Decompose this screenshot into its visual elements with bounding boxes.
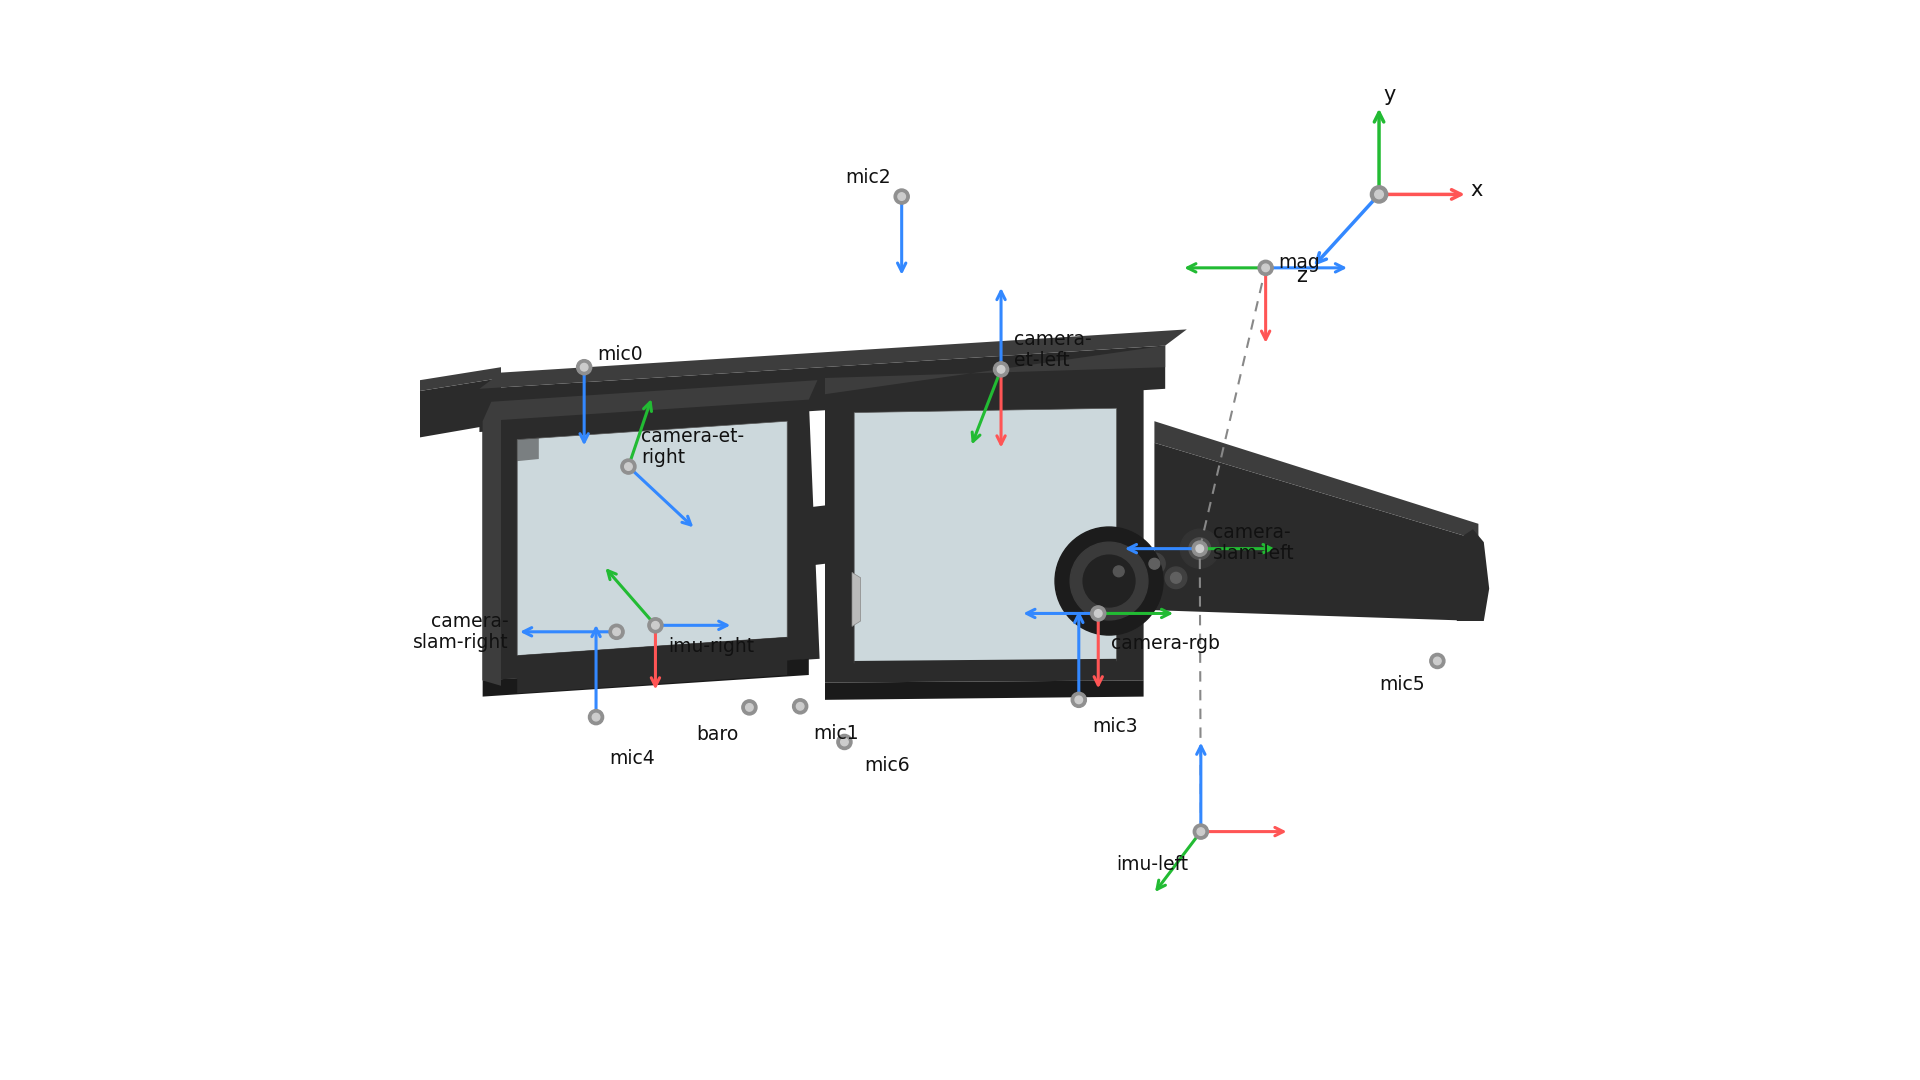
- Circle shape: [1261, 265, 1269, 271]
- Text: camera-et-
right: camera-et- right: [641, 428, 745, 467]
- Polygon shape: [516, 637, 787, 693]
- Text: mic4: mic4: [609, 748, 655, 768]
- Text: mic3: mic3: [1092, 717, 1137, 737]
- Circle shape: [1075, 697, 1083, 704]
- Circle shape: [1192, 541, 1208, 556]
- Polygon shape: [826, 680, 1144, 700]
- Text: baro: baro: [697, 725, 739, 744]
- Circle shape: [647, 618, 662, 633]
- Circle shape: [1434, 657, 1442, 664]
- Polygon shape: [1154, 443, 1478, 621]
- Circle shape: [1056, 527, 1164, 635]
- Circle shape: [1148, 558, 1160, 569]
- Circle shape: [1258, 260, 1273, 275]
- Polygon shape: [852, 572, 860, 626]
- Polygon shape: [826, 346, 1165, 394]
- Polygon shape: [806, 505, 826, 566]
- Polygon shape: [482, 400, 820, 680]
- Circle shape: [1071, 692, 1087, 707]
- Text: mic5: mic5: [1379, 675, 1425, 694]
- Circle shape: [1181, 529, 1219, 568]
- Text: camera-
slam-right: camera- slam-right: [413, 612, 509, 651]
- Polygon shape: [854, 659, 1117, 680]
- Text: z: z: [1296, 267, 1308, 286]
- Circle shape: [1192, 824, 1208, 839]
- Circle shape: [745, 704, 753, 711]
- Circle shape: [612, 629, 620, 635]
- Circle shape: [741, 700, 756, 715]
- Circle shape: [1196, 544, 1204, 553]
- Polygon shape: [516, 437, 540, 461]
- Circle shape: [1069, 542, 1148, 620]
- Circle shape: [841, 739, 849, 745]
- Circle shape: [895, 189, 910, 204]
- Circle shape: [1083, 555, 1135, 607]
- Circle shape: [591, 714, 599, 721]
- Text: camera-
et-left: camera- et-left: [1014, 330, 1092, 369]
- Polygon shape: [482, 659, 808, 697]
- Text: mag: mag: [1279, 253, 1321, 272]
- Circle shape: [1371, 186, 1388, 203]
- Circle shape: [996, 365, 1004, 373]
- Circle shape: [609, 624, 624, 639]
- Text: x: x: [1471, 180, 1482, 200]
- Circle shape: [1091, 606, 1106, 621]
- Circle shape: [1430, 653, 1446, 669]
- Circle shape: [1188, 538, 1210, 559]
- Circle shape: [576, 360, 591, 375]
- Circle shape: [651, 621, 659, 629]
- Polygon shape: [480, 346, 1165, 432]
- Circle shape: [1114, 566, 1125, 577]
- Circle shape: [580, 363, 588, 372]
- Circle shape: [588, 710, 603, 725]
- Text: imu-left: imu-left: [1116, 854, 1188, 874]
- Text: camera-rgb: camera-rgb: [1112, 634, 1219, 653]
- Circle shape: [624, 463, 632, 471]
- Polygon shape: [826, 389, 1144, 683]
- Circle shape: [993, 362, 1008, 377]
- Polygon shape: [516, 421, 787, 656]
- Circle shape: [793, 699, 808, 714]
- Polygon shape: [482, 400, 808, 680]
- Polygon shape: [1154, 421, 1478, 540]
- Text: camera-
slam-left: camera- slam-left: [1213, 524, 1294, 563]
- Polygon shape: [420, 367, 501, 391]
- Circle shape: [1375, 190, 1382, 199]
- Polygon shape: [1457, 529, 1490, 621]
- Text: mic0: mic0: [597, 345, 643, 364]
- Circle shape: [837, 734, 852, 750]
- Circle shape: [1144, 553, 1165, 575]
- Text: mic6: mic6: [864, 756, 910, 775]
- Polygon shape: [420, 378, 501, 437]
- Circle shape: [1094, 609, 1102, 617]
- Text: imu-right: imu-right: [668, 637, 755, 657]
- Circle shape: [1171, 572, 1181, 583]
- Circle shape: [899, 193, 906, 201]
- Polygon shape: [854, 408, 1117, 663]
- Polygon shape: [482, 405, 501, 686]
- Text: mic1: mic1: [814, 724, 858, 743]
- Polygon shape: [480, 329, 1187, 389]
- Polygon shape: [482, 380, 818, 421]
- Circle shape: [1196, 827, 1204, 836]
- Text: y: y: [1384, 85, 1396, 105]
- Text: mic2: mic2: [845, 167, 891, 187]
- Circle shape: [620, 459, 636, 474]
- Circle shape: [1165, 567, 1187, 589]
- Circle shape: [797, 703, 804, 711]
